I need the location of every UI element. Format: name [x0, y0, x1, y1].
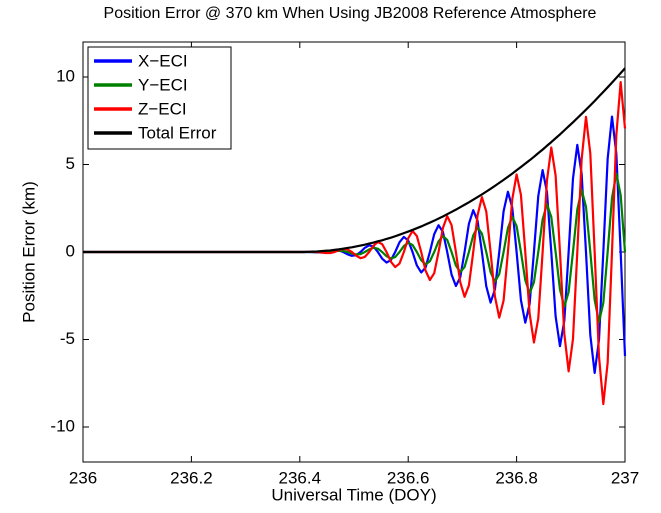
- chart-title: Position Error @ 370 km When Using JB200…: [104, 5, 597, 22]
- legend-label: Z−ECI: [138, 99, 187, 118]
- y-axis-label: Position Error (km): [19, 181, 38, 323]
- y-tick-label: -10: [50, 416, 75, 435]
- legend-label: X−ECI: [138, 51, 188, 70]
- y-tick-label: 5: [66, 154, 75, 173]
- y-tick-label: 10: [56, 66, 75, 85]
- legend-label: Total Error: [138, 123, 217, 142]
- legend-label: Y−ECI: [138, 75, 188, 94]
- x-tick-label: 236.4: [279, 468, 322, 487]
- x-tick-label: 237: [611, 468, 639, 487]
- y-tick-label: 0: [66, 241, 75, 260]
- x-axis-label: Universal Time (DOY): [271, 485, 436, 504]
- x-tick-label: 236.8: [495, 468, 538, 487]
- y-tick-label: -5: [60, 329, 75, 348]
- x-tick-label: 236: [69, 468, 97, 487]
- series-line: [83, 67, 626, 254]
- x-tick-label: 236.6: [387, 468, 430, 487]
- x-tick-label: 236.2: [170, 468, 213, 487]
